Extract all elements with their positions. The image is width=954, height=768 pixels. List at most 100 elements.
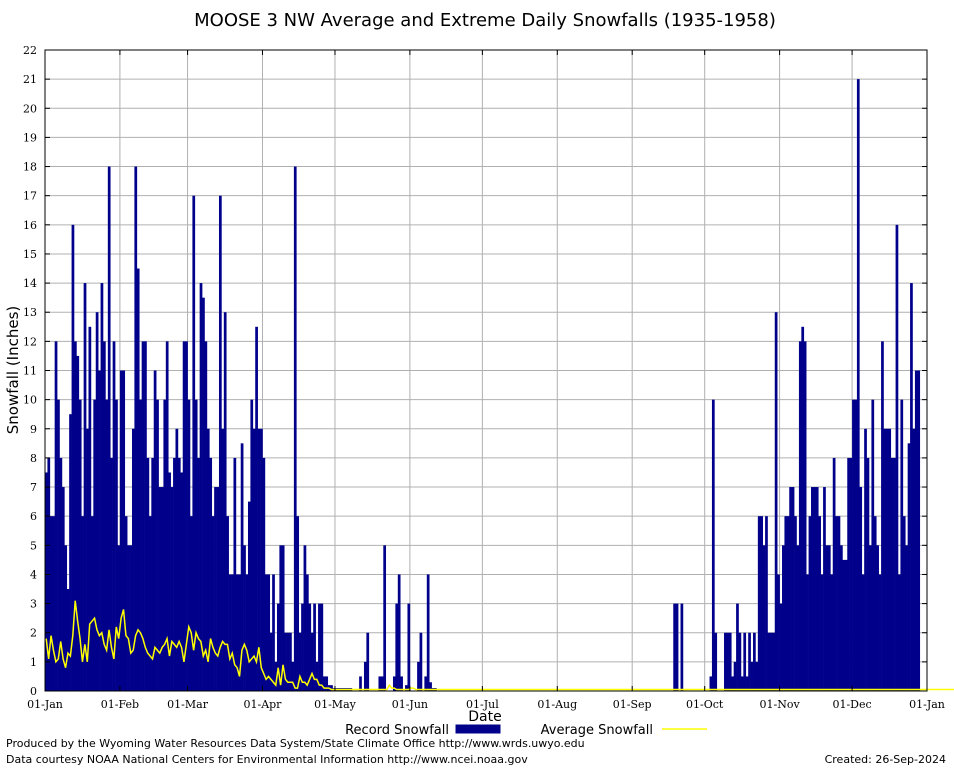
record-snowfall-bar [888,428,892,691]
record-snowfall-bar [61,487,65,691]
legend-average-label: Average Snowfall [541,723,653,738]
record-snowfall-bar [49,516,53,691]
record-snowfall-bar [902,516,906,691]
record-snowfall-bar [122,370,126,691]
record-snowfall-bar [871,399,875,691]
record-snowfall-bar [102,341,106,691]
record-snowfall-bar [395,603,399,691]
record-snowfall-bar [165,341,169,691]
record-snowfall-bar [873,516,877,691]
record-snowfall-bar [325,676,329,691]
record-snowfall-bar [119,370,123,691]
record-snowfall-bar [798,341,802,691]
record-snowfall-bar [320,603,324,691]
record-snowfall-bar [136,268,140,691]
record-snowfall-bar [64,545,68,691]
record-snowfall-bar [289,632,292,691]
record-snowfall-bar [243,545,246,691]
y-tick-label: 3 [30,598,37,611]
record-snowfall-bar [823,487,826,691]
record-snowfall-bar [825,545,829,691]
x-tick-label: 01-Nov [760,698,801,711]
y-tick-label: 16 [23,219,37,232]
record-snowfall-bar [148,516,152,691]
record-snowfall-bar [917,370,921,691]
y-tick-label: 17 [23,190,37,203]
record-snowfall-bar [57,399,60,691]
x-tick-label: 01-Apr [243,698,282,711]
record-snowfall-bar [405,685,408,691]
y-tick-label: 11 [23,365,37,378]
record-snowfall-bar [298,632,302,691]
y-tick-label: 18 [23,161,37,174]
record-snowfall-bar [779,603,783,691]
record-snowfall-bar [66,589,70,691]
record-snowfall-bar [83,283,87,691]
record-snowfall-bar [301,603,304,691]
record-snowfall-bar [93,399,97,691]
y-tick-label: 10 [23,394,37,407]
record-snowfall-bar [847,457,850,691]
record-snowfall-bar [794,516,797,691]
record-snowfall-bar [189,516,193,691]
record-snowfall-bar [740,676,744,691]
record-snowfall-bar [765,516,768,691]
record-snowfall-bar [291,661,295,691]
record-snowfall-bar [840,545,843,691]
record-snowfall-bar [308,603,312,691]
record-snowfall-bar [736,603,739,691]
record-snowfall-bar [146,457,150,691]
record-snowfall-bar [81,516,84,691]
record-snowfall-bar [279,545,283,691]
record-snowfall-bar [156,399,159,691]
record-snowfall-bar [192,195,196,691]
record-snowfall-bar [206,428,210,691]
x-tick-label: 01-Jan [27,698,63,711]
record-snowfall-bar [760,516,763,691]
record-snowfall-bar [895,224,899,691]
record-snowfall-bar [757,516,761,691]
record-snowfall-bar [153,370,157,691]
record-snowfall-bar [255,326,258,691]
record-snowfall-bar [54,341,58,691]
record-snowfall-bar [784,516,788,691]
record-snowfall-bar [240,443,244,691]
record-snowfall-bar [252,428,256,691]
record-snowfall-bar [272,574,275,691]
record-snowfall-bar [890,457,894,691]
record-snowfall-bar [112,341,116,691]
legend-record-label: Record Snowfall [345,723,449,738]
record-snowfall-bar [127,545,130,691]
record-snowfall-bar [832,457,836,691]
record-snowfall-bar [115,399,118,691]
record-snowfall-bar [199,283,203,691]
y-tick-label: 6 [30,510,37,523]
record-snowfall-bar [424,676,428,691]
record-snowfall-bar [419,632,423,691]
record-snowfall-bar [733,661,737,691]
record-snowfall-bar [185,341,188,691]
record-snowfall-bar [709,676,713,691]
y-tick-label: 9 [30,423,37,436]
record-snowfall-bar [221,428,225,691]
record-snowfall-bar [168,472,171,691]
record-snowfall-bar [274,661,278,691]
record-snowfall-bar [392,676,396,691]
record-snowfall-bar [774,312,778,691]
record-snowfall-bar [245,574,249,691]
record-snowfall-bar [885,428,889,691]
record-snowfall-bar [257,428,261,691]
y-axis-label: Snowfall (Inches) [4,306,22,434]
record-snowfall-bar [197,457,200,691]
record-snowfall-bar [772,632,776,691]
record-snowfall-bar [738,632,742,691]
record-snowfall-bar [45,472,48,691]
footer-created: Created: 26-Sep-2024 [825,753,946,766]
record-snowfall-bar [173,457,176,691]
record-snowfall-bar [745,676,749,691]
record-snowfall-bar [235,574,239,691]
record-snowfall-bar [380,676,384,691]
x-tick-label: 01-Feb [101,698,139,711]
y-tick-label: 14 [23,277,37,290]
